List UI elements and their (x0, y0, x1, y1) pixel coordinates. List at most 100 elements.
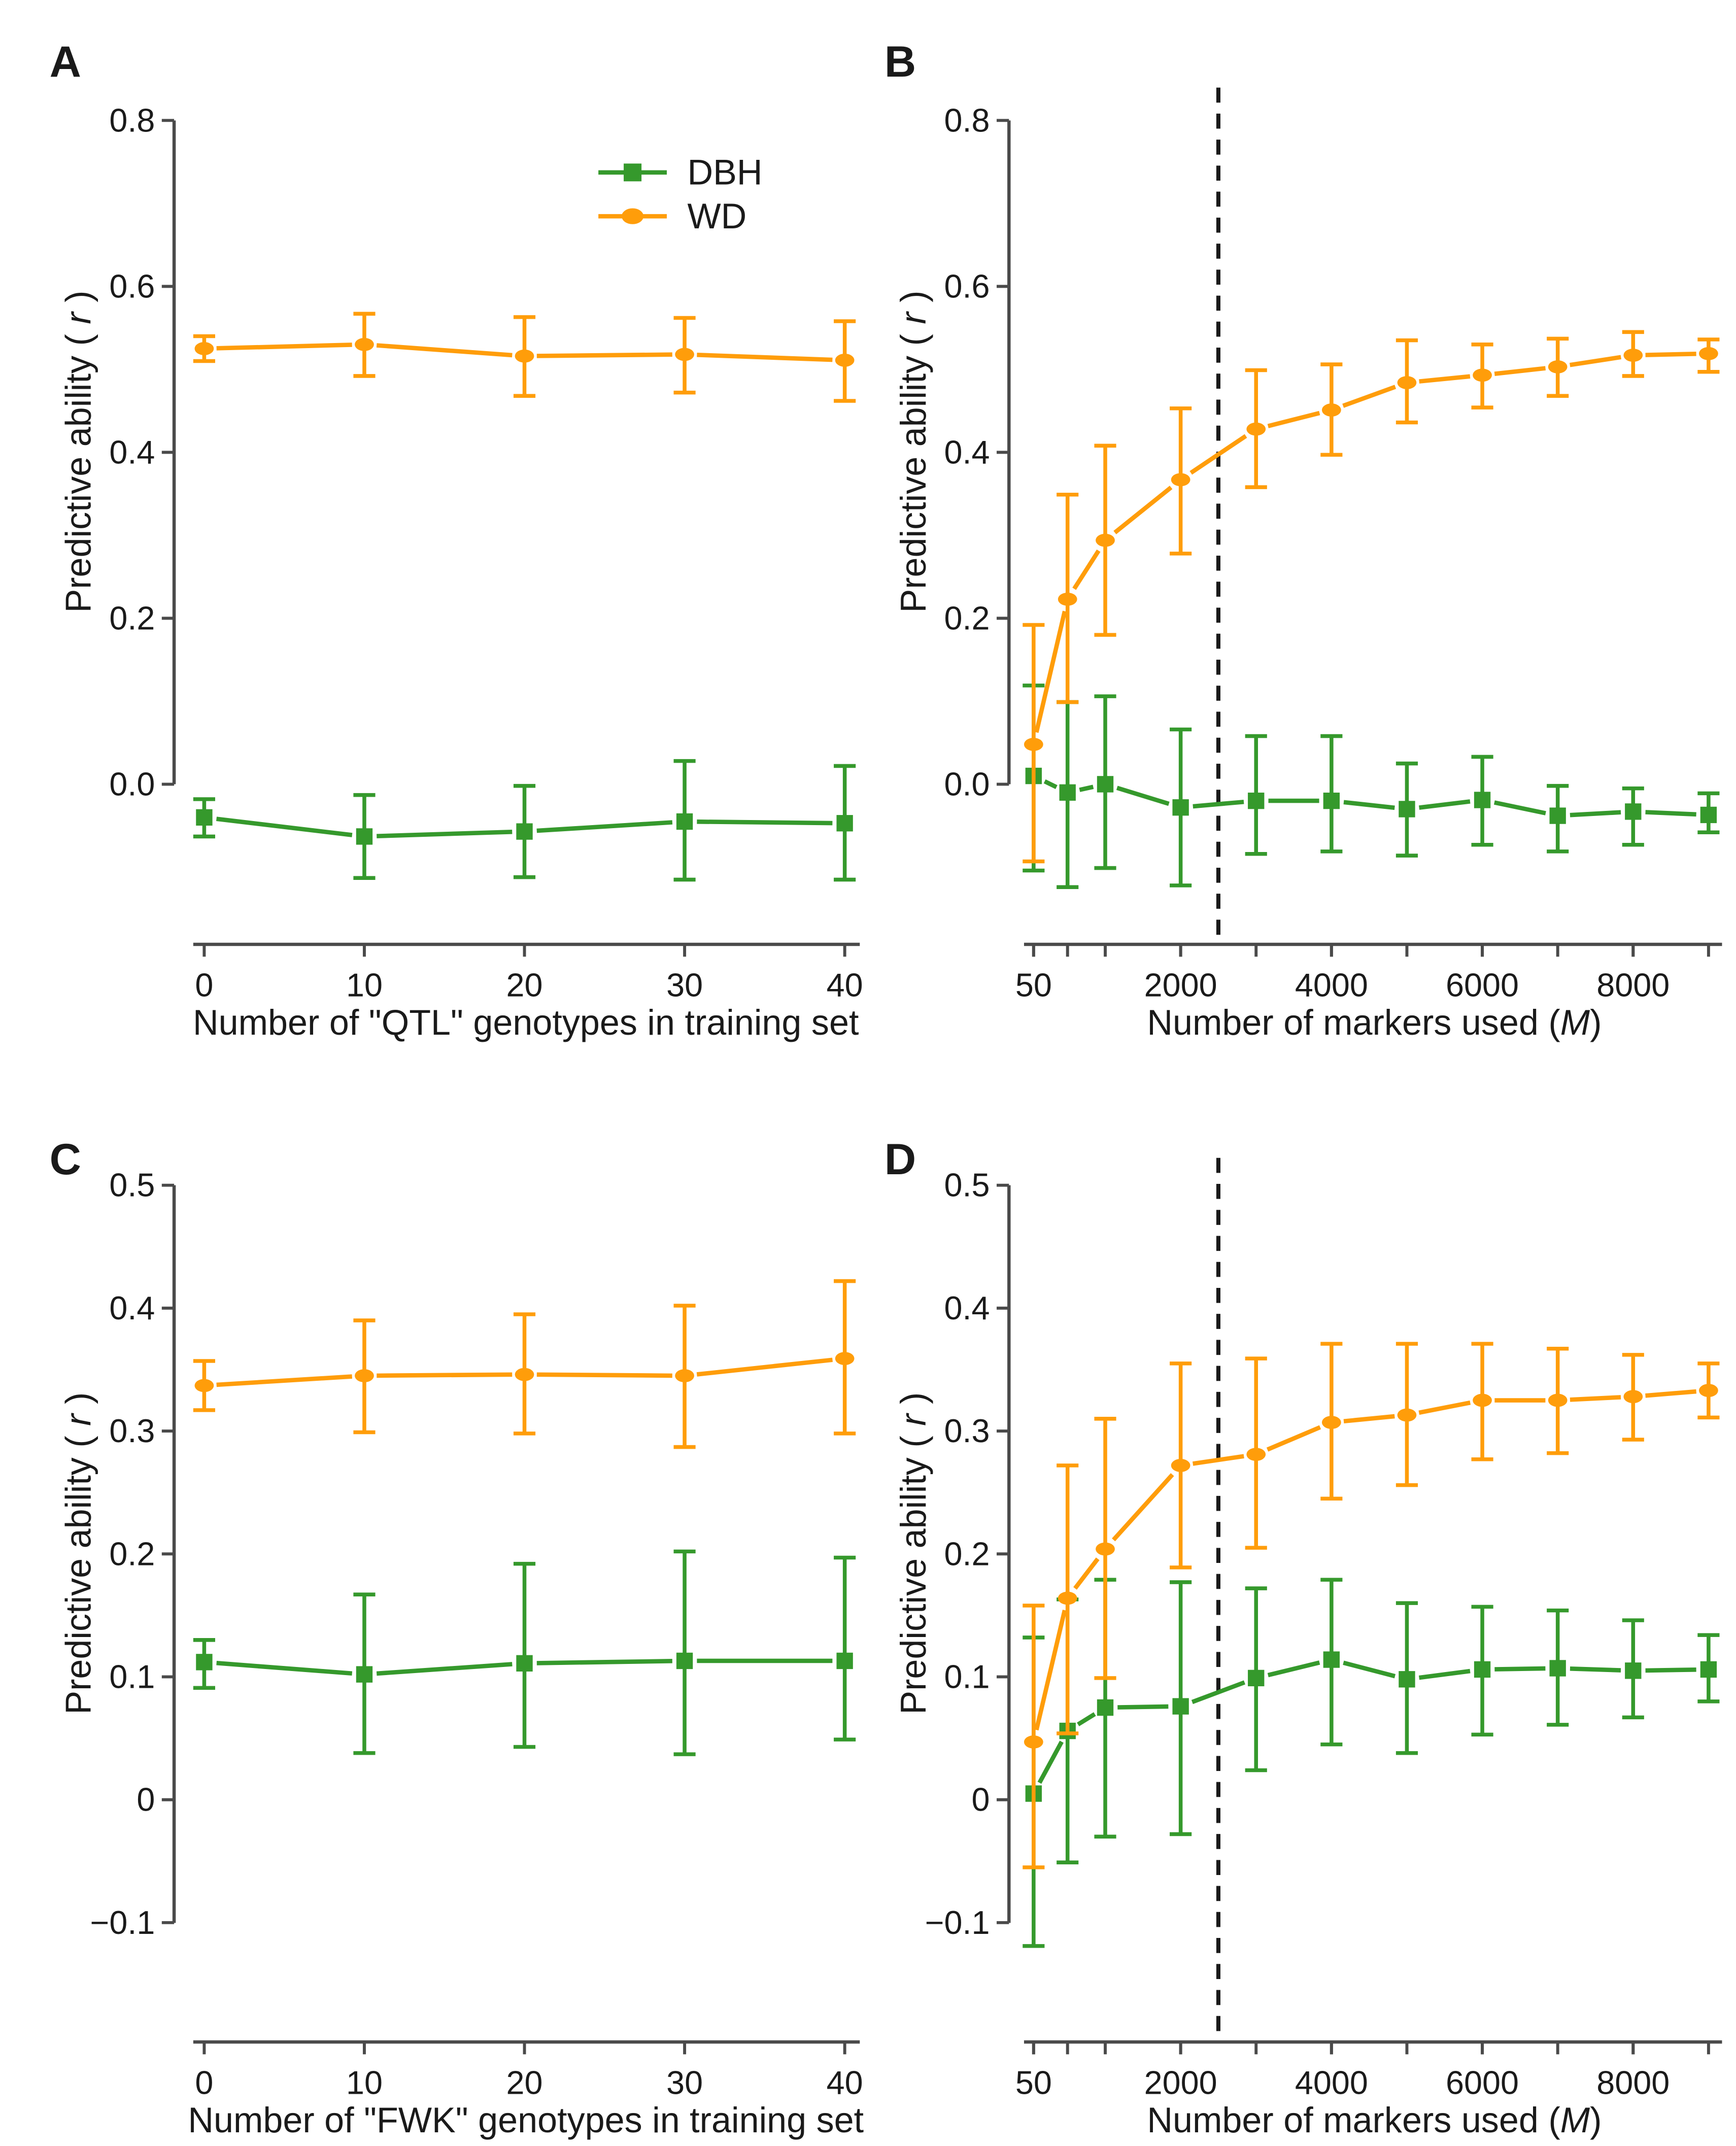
data-point-square (196, 1654, 213, 1671)
legend-label: DBH (687, 153, 762, 192)
series-segment (1189, 434, 1247, 475)
data-point-circle (1397, 1408, 1417, 1422)
series-dbh (193, 759, 856, 882)
series-segment (1043, 779, 1058, 789)
y-axis-title-italic: r (894, 1413, 933, 1426)
x-tick-label: 40 (827, 966, 863, 1003)
data-point-circle (835, 1352, 855, 1366)
x-tick-label: 2000 (1144, 2064, 1217, 2101)
panel-letter: A (50, 38, 81, 86)
data-point-circle (1548, 1393, 1568, 1407)
y-tick-label: 0.5 (944, 1167, 990, 1204)
series-segment (377, 830, 513, 838)
y-axis-title: Predictive ability ( r ) (59, 1392, 98, 1715)
series-segment (1117, 1704, 1169, 1710)
x-tick-label: 20 (506, 966, 543, 1003)
y-tick-label: 0.2 (944, 1535, 990, 1572)
data-point-square (1549, 1660, 1566, 1677)
series-segment (1343, 1660, 1396, 1679)
data-point-square (1474, 1661, 1491, 1678)
series-segment (696, 1357, 833, 1377)
series-segment (1494, 1666, 1546, 1672)
panel-D: −0.1 0 0.1 0.2 0.3 0.4 0.5 50 2000 4000 6000 8000 D N… (884, 1135, 1722, 2140)
data-point-circle (194, 342, 214, 355)
x-tick-label: 20 (506, 2064, 543, 2101)
data-point-square (1700, 806, 1717, 824)
series-segment (1570, 1666, 1621, 1673)
series-segment (1418, 1668, 1471, 1680)
y-tick-label: 0.1 (109, 1658, 155, 1695)
series-segment (697, 819, 833, 826)
series-segment (536, 1659, 672, 1665)
legend-square-marker (624, 163, 642, 182)
data-point-circle (1548, 360, 1568, 373)
panel-letter: B (884, 38, 916, 86)
series-segment (216, 1374, 353, 1387)
data-point-square (1172, 799, 1189, 816)
legend: DBH WD (598, 153, 763, 236)
y-tick-label: 0.4 (944, 433, 990, 470)
y-tick-label: 0.0 (109, 765, 155, 802)
y-tick-label: 0.4 (944, 1289, 990, 1326)
series-segment (1645, 352, 1696, 357)
series-segment (1077, 1712, 1096, 1726)
data-point-square (356, 1666, 373, 1683)
y-tick-label: 0.6 (944, 267, 990, 304)
data-point-square (1248, 792, 1265, 809)
data-point-square (836, 1652, 853, 1670)
series-segment (377, 1372, 513, 1378)
data-point-square (1549, 807, 1566, 824)
y-axis-title: Predictive ability ( r ) (59, 291, 98, 613)
series-segment (536, 820, 673, 833)
data-point-circle (1024, 737, 1043, 751)
data-point-square (196, 809, 213, 826)
x-tick-label: 10 (346, 966, 383, 1003)
data-point-square (1625, 1662, 1642, 1679)
y-axis-title-italic: r (894, 311, 933, 324)
data-point-circle (1058, 1591, 1077, 1605)
panel-C: −0.1 0 0.1 0.2 0.3 0.4 0.5 0 10 20 30 40 C Number of … (50, 1135, 864, 2140)
y-tick-label: −0.1 (90, 1904, 155, 1941)
y-axis-title: Predictive ability ( r ) (894, 1392, 933, 1715)
data-point-circle (1246, 1448, 1266, 1461)
data-point-circle (1699, 347, 1718, 360)
y-tick-label: 0.2 (109, 1535, 155, 1572)
series-segment (536, 1372, 672, 1378)
data-point-circle (355, 337, 374, 351)
data-point-circle (1058, 592, 1077, 606)
series-wd (193, 312, 856, 403)
series-segment (1193, 799, 1244, 809)
data-point-square (676, 813, 693, 830)
series-segment (1266, 1425, 1321, 1452)
x-tick-label: 50 (1015, 2064, 1052, 2101)
x-tick-label: 0 (195, 2064, 213, 2101)
data-point-square (1625, 803, 1642, 820)
x-tick-label: 30 (666, 2064, 703, 2101)
series-segment (1419, 799, 1471, 810)
data-point-square (1700, 1661, 1717, 1678)
x-axis-title-suffix: ) (1590, 2100, 1602, 2140)
series-dbh (1023, 1578, 1720, 1948)
y-tick-label: 0.8 (109, 101, 155, 139)
x-axis-title-prefix: Number of "QTL" genotypes in training se… (193, 1003, 859, 1042)
x-axis-title: Number of markers used (M) (1147, 1003, 1602, 1042)
y-tick-label: 0.8 (944, 101, 990, 139)
x-axis-title-italic: M (1560, 2100, 1590, 2140)
data-point-square (516, 1655, 533, 1672)
x-tick-label: 40 (827, 2064, 863, 2101)
data-point-circle (1321, 403, 1341, 417)
series-segment (1418, 1400, 1471, 1415)
x-axis-title-italic: M (1560, 1003, 1590, 1042)
y-axis-title-prefix: Predictive ability ( (59, 324, 98, 613)
x-tick-label: 6000 (1446, 2064, 1519, 2101)
y-tick-label: 0.0 (944, 765, 990, 802)
data-point-square (836, 815, 853, 832)
x-axis-title: Number of "QTL" genotypes in training se… (193, 1003, 859, 1042)
series-segment (1419, 374, 1471, 384)
series-segment (1116, 786, 1170, 806)
series-segment (1267, 411, 1320, 428)
data-point-circle (355, 1369, 374, 1383)
series-segment (376, 1662, 513, 1676)
y-axis-title-suffix: ) (59, 291, 98, 313)
